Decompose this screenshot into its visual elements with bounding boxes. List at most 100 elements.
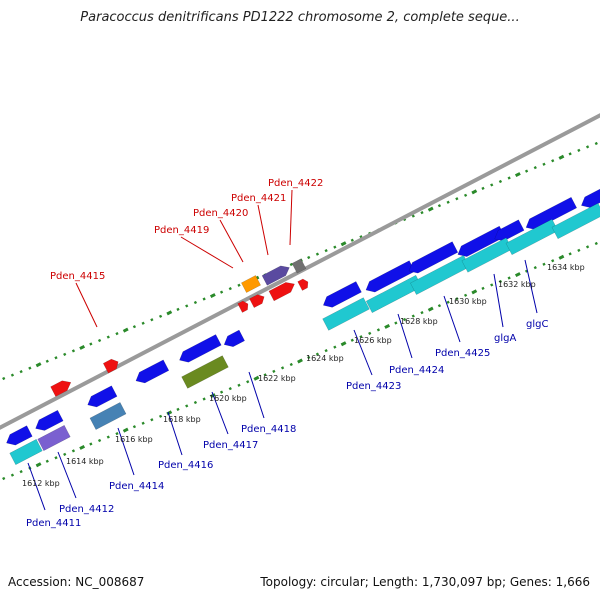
leader-forward (180, 236, 234, 269)
outer-track-dot (132, 325, 137, 329)
inner-track-dot (150, 418, 154, 422)
inner-track-dot (481, 286, 485, 291)
inner-track-dot (427, 306, 434, 312)
outer-track-dot (437, 204, 442, 208)
leader-reverse (524, 259, 538, 314)
leader-reverse (57, 451, 77, 499)
feature-blue-12 (581, 188, 600, 208)
inner-track-dot (272, 369, 276, 373)
tick-label: 1612 kbp (22, 479, 60, 488)
outer-track-dot (106, 335, 110, 339)
leader-reverse (211, 391, 229, 435)
outer-track-dot (315, 252, 320, 256)
inner-track-dot (490, 283, 494, 287)
inner-track-dot (253, 375, 260, 381)
outer-track-dot (19, 370, 23, 374)
feature-band-4 (322, 297, 370, 331)
inner-track-dot (263, 373, 267, 377)
inner-track-dot (446, 300, 450, 304)
feature-blue-2 (87, 385, 118, 408)
tick-label: 1632 kbp (498, 280, 536, 289)
outer-track-dot (150, 318, 154, 322)
tick-label: 1620 kbp (209, 394, 247, 403)
feature-band-9 (551, 202, 600, 240)
tick-label: 1628 kbp (400, 317, 438, 326)
inner-track-dot (594, 241, 598, 246)
gene-label-forward: Pden_4420 (193, 208, 248, 219)
feature-pden-4415 (50, 380, 72, 397)
outer-track-dot (533, 166, 537, 170)
inner-track-dot (376, 328, 381, 332)
outer-track-dot (193, 300, 198, 305)
inner-track-dot (324, 349, 328, 353)
inner-track-dot (368, 331, 372, 335)
inner-track-dot (551, 259, 555, 263)
inner-track-dot (498, 279, 503, 284)
outer-track-dot (524, 169, 529, 173)
leader-forward (257, 204, 269, 256)
outer-track-dot (89, 342, 93, 346)
inner-track-dot (289, 362, 293, 367)
leader-forward (219, 219, 244, 263)
outer-track-dot (141, 321, 145, 325)
outer-track-dot (45, 359, 49, 363)
feature-blue-10 (494, 219, 525, 242)
outer-track-dot (340, 241, 347, 247)
outer-track-dot (558, 154, 565, 160)
gene-label-forward: Pden_4415 (50, 271, 105, 282)
tick-label: 1634 kbp (547, 263, 585, 272)
feature-blue-11 (525, 196, 578, 230)
feature-blue-6 (322, 281, 362, 308)
inner-track-dot (79, 444, 86, 450)
outer-dotted-track (2, 141, 598, 381)
inner-track-dot (35, 462, 42, 468)
outer-track-dot (71, 349, 76, 353)
inner-track-dot (89, 442, 93, 446)
leader-reverse (397, 313, 413, 359)
gene-label-reverse: Pden_4416 (158, 460, 213, 471)
outer-track-dot (219, 290, 224, 294)
inner-track-dot (106, 435, 110, 439)
inner-track-dot (280, 366, 285, 370)
tick-label: 1616 kbp (115, 435, 153, 444)
tick-label: 1624 kbp (306, 354, 344, 363)
inner-track-dot (437, 304, 442, 308)
inner-track-dot (471, 289, 478, 295)
outer-track-dot (63, 352, 67, 356)
outer-track-dot (115, 331, 119, 336)
outer-track-dot (79, 344, 86, 350)
inner-track-dot (10, 473, 15, 477)
outer-track-dot (122, 327, 129, 333)
tick-label: 1630 kbp (449, 297, 487, 306)
inner-track-dot (158, 414, 163, 418)
inner-track-dot (237, 383, 241, 387)
tick-label: 1618 kbp (163, 415, 201, 424)
inner-track-dot (350, 338, 354, 342)
outer-track-dot (498, 179, 503, 184)
feature-blue-5 (223, 329, 245, 347)
gene-label-reverse: Pden_4423 (346, 381, 401, 392)
inner-track-dot (19, 470, 23, 474)
outer-track-dot (237, 283, 241, 287)
inner-track-dot (394, 321, 398, 325)
gene-label-reverse: Pden_4412 (59, 504, 114, 515)
outer-track-dot (446, 200, 450, 204)
gene-label-forward: Pden_4421 (231, 193, 286, 204)
feature-band-0 (9, 438, 43, 466)
inner-track-dot (533, 266, 537, 270)
gene-label-reverse: Pden_4411 (26, 518, 81, 529)
gene-label-reverse: Pden_4414 (109, 481, 164, 492)
outer-track-dot (568, 152, 572, 156)
outer-track-dot (577, 148, 581, 152)
tick-label: 1626 kbp (354, 336, 392, 345)
inner-track-dot (420, 310, 424, 315)
leader-forward (289, 189, 293, 246)
outer-track-dot (10, 373, 15, 377)
feature-red-c (297, 278, 309, 291)
outer-track-dot (333, 245, 337, 249)
outer-track-dot (402, 217, 407, 222)
feature-band-1 (37, 424, 71, 452)
inner-track-dot (122, 427, 129, 433)
feature-pden-4419 (241, 275, 261, 293)
inner-track-dot (585, 245, 590, 249)
